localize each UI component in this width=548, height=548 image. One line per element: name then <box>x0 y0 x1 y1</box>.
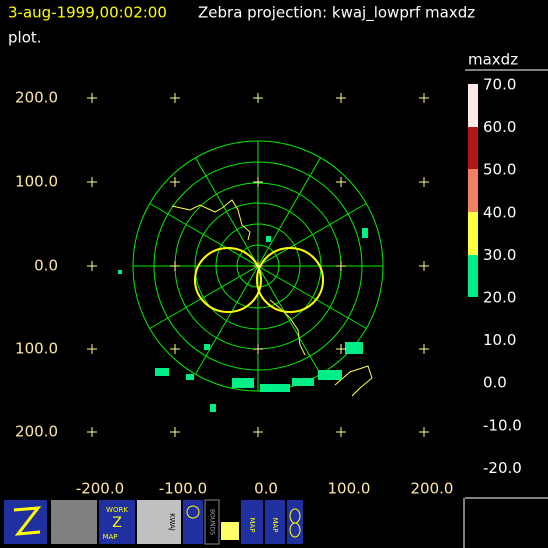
bounds-icon[interactable] <box>204 499 220 545</box>
icon-label: BOUNDS <box>209 509 216 535</box>
y-axis-label: 100.0 <box>15 173 58 191</box>
icon-label: MAP <box>271 517 279 532</box>
icon-label: WORK <box>106 506 128 514</box>
y-axis-label: 100.0 <box>15 340 58 358</box>
zebra-logo <box>13 506 42 536</box>
x-axis-label: -100.0 <box>159 480 207 498</box>
color-swatch <box>468 84 478 127</box>
map-icon[interactable] <box>265 500 285 544</box>
title-cont: plot. <box>8 29 42 47</box>
icon-glyph <box>186 505 200 519</box>
echoes <box>118 228 368 412</box>
x-axis-label: 100.0 <box>328 480 371 498</box>
kwaj-icon[interactable] <box>137 500 181 544</box>
map-icon[interactable] <box>241 500 263 544</box>
icon-label: MAP <box>248 517 256 532</box>
icon-glyph <box>289 522 301 538</box>
toolbar: WORK Z MAP KWAJ BOUNDS MAP MAP <box>4 499 303 545</box>
grid-icon[interactable] <box>221 522 239 540</box>
x-axis-label: 200.0 <box>411 480 454 498</box>
y-axis-label: 0.0 <box>34 257 58 275</box>
legend-title: maxdz <box>468 51 518 69</box>
color-swatch <box>468 169 478 212</box>
legend-label: 70.0 <box>483 76 516 94</box>
image-icon[interactable] <box>51 500 97 544</box>
legend-label: 50.0 <box>483 161 516 179</box>
legend-label: 0.0 <box>483 374 507 392</box>
color-swatch <box>468 127 478 169</box>
y-axis-label: 200.0 <box>15 423 58 441</box>
circle-icon[interactable] <box>183 500 203 544</box>
legend-label: 20.0 <box>483 289 516 307</box>
icon-label: Z <box>112 515 122 531</box>
legend: maxdz 70.0 60.0 50.0 40.0 30.0 20.0 10.0 0.0 -10… <box>463 51 548 548</box>
legend-label: 10.0 <box>483 331 516 349</box>
work-map-icon[interactable] <box>99 500 135 544</box>
color-swatch <box>468 212 478 255</box>
x-axis-label: 0.0 <box>254 480 278 498</box>
y-axis-label: 200.0 <box>15 89 58 107</box>
grid-crosses <box>87 93 429 437</box>
antenna-pattern <box>194 247 324 313</box>
legend-label: -10.0 <box>483 416 522 434</box>
color-swatch <box>468 255 478 297</box>
legend-label: 40.0 <box>483 203 516 221</box>
plot-area: 200.0 100.0 0.0 100.0 200.0 -200.0 -100.0 0.0 10… <box>15 89 453 498</box>
x-axis-label: -200.0 <box>76 480 124 498</box>
coastline <box>171 199 373 397</box>
legend-label: 60.0 <box>483 118 516 136</box>
timestamp: 3-aug-1999,00:02:00 <box>8 4 167 22</box>
icon-label: KWAJ <box>168 513 176 531</box>
icon-label: MAP <box>102 533 117 541</box>
legend-label: -20.0 <box>483 459 522 477</box>
legend-label: 30.0 <box>483 246 516 264</box>
title: Zebra projection: kwaj_lowprf maxdz <box>198 4 475 23</box>
